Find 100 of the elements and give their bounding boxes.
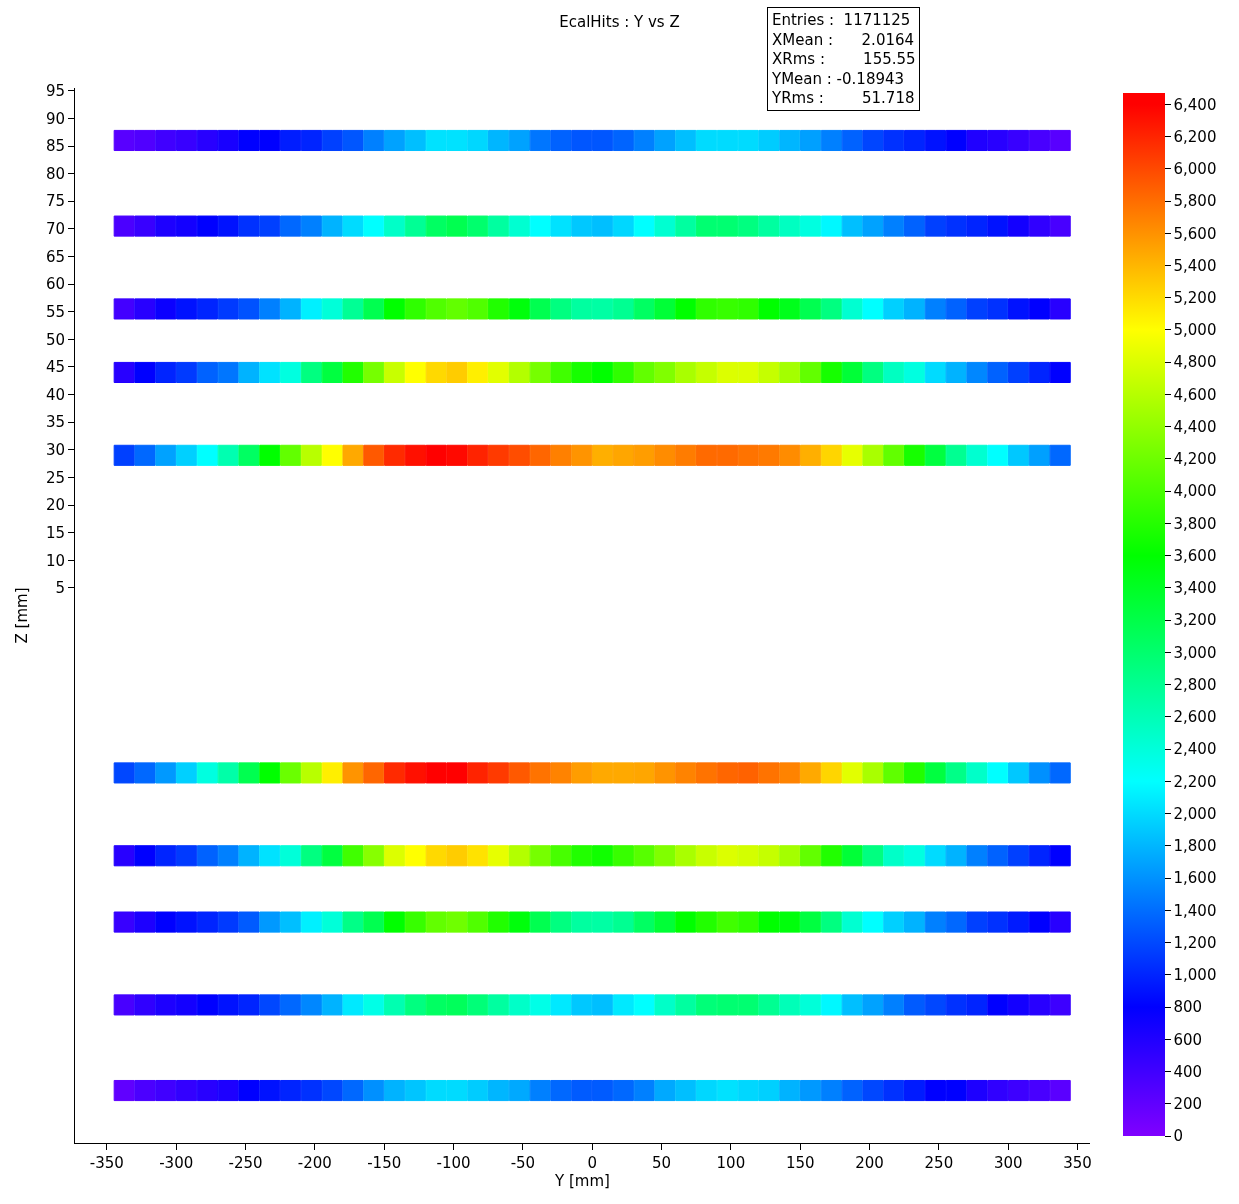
point [779, 911, 801, 933]
point [113, 1079, 135, 1102]
point [550, 762, 572, 784]
point [675, 762, 697, 784]
color-bar-label: 2,400 [1173, 740, 1217, 759]
point [654, 762, 676, 784]
point [571, 1079, 593, 1102]
point [654, 298, 676, 320]
point [134, 911, 156, 933]
point [841, 361, 863, 384]
point [571, 762, 593, 784]
point [716, 994, 738, 1016]
point [592, 215, 614, 237]
point [633, 298, 655, 320]
point [1008, 129, 1030, 152]
point [363, 994, 385, 1016]
point [571, 444, 593, 466]
point [1008, 994, 1030, 1016]
point [675, 444, 697, 466]
point [508, 994, 530, 1016]
point [113, 845, 135, 867]
point [238, 911, 260, 933]
point [155, 215, 177, 237]
point [467, 298, 489, 320]
point [176, 298, 198, 320]
point [342, 762, 364, 784]
color-bar-label: 200 [1173, 1095, 1203, 1114]
point [321, 762, 343, 784]
point [259, 215, 281, 237]
point [176, 911, 198, 933]
x-tick-label: -200 [297, 1154, 332, 1172]
y-tick-label: 30 [45, 441, 65, 460]
point [1049, 911, 1071, 933]
point [633, 911, 655, 933]
point [696, 994, 718, 1016]
point [217, 298, 239, 320]
point [446, 762, 468, 784]
point [612, 845, 634, 867]
y-tick-label: 35 [45, 413, 65, 432]
color-bar-label: 3,000 [1173, 643, 1217, 662]
point [176, 762, 198, 784]
point [113, 129, 135, 152]
point [467, 994, 489, 1016]
color-bar-label: 5,000 [1173, 321, 1217, 340]
point [425, 215, 447, 237]
x-tick-label: 250 [924, 1154, 954, 1172]
point [883, 762, 905, 784]
point [571, 361, 593, 384]
point [321, 129, 343, 152]
point [217, 994, 239, 1016]
point [820, 444, 842, 466]
chart-title: EcalHits : Y vs Z [559, 13, 680, 32]
y-tick-label: 95 [45, 82, 65, 101]
y-axis-title: Z [mm] [13, 587, 32, 644]
point [612, 298, 634, 320]
point [904, 994, 926, 1016]
point [696, 298, 718, 320]
point [217, 444, 239, 466]
point [987, 129, 1009, 152]
point [363, 444, 385, 466]
color-bar-label: 3,800 [1173, 514, 1217, 533]
point [945, 762, 967, 784]
point [571, 845, 593, 867]
point [592, 298, 614, 320]
x-tick-label: -150 [367, 1154, 402, 1172]
point [654, 994, 676, 1016]
point [758, 444, 780, 466]
point [779, 298, 801, 320]
point [342, 911, 364, 933]
point [467, 361, 489, 384]
point [1028, 129, 1050, 152]
point [1049, 215, 1071, 237]
point [737, 994, 759, 1016]
point [467, 845, 489, 867]
point [758, 215, 780, 237]
point [675, 129, 697, 152]
point [571, 994, 593, 1016]
point [342, 129, 364, 152]
point [654, 129, 676, 152]
point [550, 994, 572, 1016]
point [758, 994, 780, 1016]
point [904, 1079, 926, 1102]
point [737, 298, 759, 320]
point [404, 845, 426, 867]
point [196, 1079, 218, 1102]
point [113, 215, 135, 237]
point [758, 762, 780, 784]
point [924, 994, 946, 1016]
point [529, 444, 551, 466]
point [841, 298, 863, 320]
color-bar-label: 4,800 [1173, 353, 1217, 372]
x-tick-label: 200 [855, 1154, 884, 1172]
point [176, 994, 198, 1016]
point [425, 298, 447, 320]
point [654, 911, 676, 933]
point [716, 129, 738, 152]
color-bar-label: 2,600 [1173, 708, 1217, 727]
point [696, 762, 718, 784]
point [155, 762, 177, 784]
point [841, 845, 863, 867]
